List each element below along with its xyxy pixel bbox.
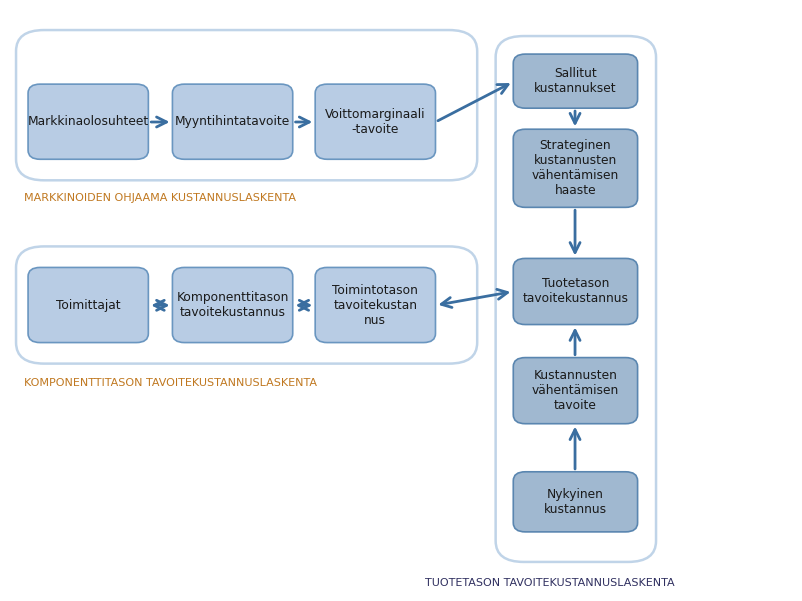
Text: Toimintotason
tavoitekustan
nus: Toimintotason tavoitekustan nus [332, 284, 419, 326]
FancyBboxPatch shape [315, 267, 435, 343]
Text: MARKKINOIDEN OHJAAMA KUSTANNUSLASKENTA: MARKKINOIDEN OHJAAMA KUSTANNUSLASKENTA [24, 194, 296, 203]
FancyBboxPatch shape [28, 267, 148, 343]
FancyBboxPatch shape [513, 258, 638, 325]
FancyBboxPatch shape [513, 54, 638, 108]
FancyBboxPatch shape [513, 129, 638, 207]
FancyBboxPatch shape [513, 358, 638, 424]
Text: Kustannusten
vähentämisen
tavoite: Kustannusten vähentämisen tavoite [532, 369, 619, 412]
Text: Myyntihintatavoite: Myyntihintatavoite [175, 115, 290, 128]
Text: Toimittajat: Toimittajat [56, 299, 120, 311]
Text: KOMPONENTTITASON TAVOITEKUSTANNUSLASKENTA: KOMPONENTTITASON TAVOITEKUSTANNUSLASKENT… [24, 379, 317, 388]
FancyBboxPatch shape [172, 84, 293, 159]
Text: Tuotetason
tavoitekustannus: Tuotetason tavoitekustannus [522, 278, 629, 305]
Text: Markkinaolosuhteet: Markkinaolosuhteet [27, 115, 149, 128]
Text: TUOTETASON TAVOITEKUSTANNUSLASKENTA: TUOTETASON TAVOITEKUSTANNUSLASKENTA [425, 578, 674, 588]
FancyBboxPatch shape [513, 472, 638, 532]
Text: Voittomarginaali
-tavoite: Voittomarginaali -tavoite [325, 108, 426, 136]
FancyBboxPatch shape [172, 267, 293, 343]
FancyBboxPatch shape [28, 84, 148, 159]
Text: Nykyinen
kustannus: Nykyinen kustannus [544, 488, 607, 516]
Text: Strateginen
kustannusten
vähentämisen
haaste: Strateginen kustannusten vähentämisen ha… [532, 139, 619, 197]
Text: Komponenttitason
tavoitekustannus: Komponenttitason tavoitekustannus [176, 291, 289, 319]
FancyBboxPatch shape [315, 84, 435, 159]
Text: Sallitut
kustannukset: Sallitut kustannukset [534, 67, 617, 95]
